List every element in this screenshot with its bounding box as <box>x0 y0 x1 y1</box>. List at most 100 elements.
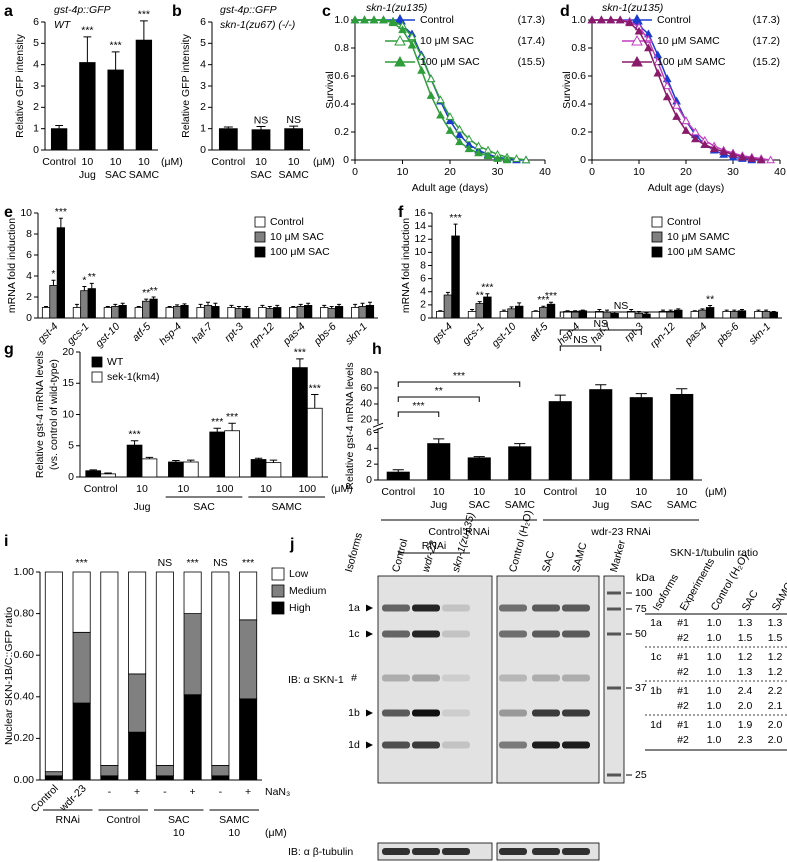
bar-segment <box>100 765 119 777</box>
legend-swatch <box>254 216 266 228</box>
error-bar <box>213 302 218 307</box>
x-tick-label: gst-10 <box>490 320 519 349</box>
isoform-label: 1b <box>348 707 360 719</box>
bar <box>126 444 143 478</box>
bar <box>539 307 548 319</box>
y-tick-label: 4 <box>420 286 426 298</box>
y-tick-label: 0 <box>33 144 39 156</box>
legend-marker <box>394 55 406 67</box>
error-bar <box>145 456 154 459</box>
y-tick-label: 0.60 <box>14 649 35 661</box>
y-tick-label: 16 <box>414 207 426 219</box>
comparison-label: *** <box>453 370 465 382</box>
y-tick-label: 0.4 <box>571 98 586 110</box>
x-tick-label: 20 <box>680 166 692 178</box>
x-tick-label: 40 <box>539 166 551 178</box>
marker <box>417 65 426 74</box>
x-tick-label: 10 <box>138 156 150 168</box>
table-cell: 1.3 <box>738 666 753 678</box>
error-bar <box>676 308 681 311</box>
bar <box>134 307 143 319</box>
error-bar <box>111 51 120 70</box>
marker <box>445 112 455 120</box>
error-bar <box>445 291 450 296</box>
x-tick-label: gst-4 <box>36 320 61 345</box>
legend-label: WT <box>107 356 124 368</box>
bar <box>475 303 484 319</box>
table-cell: #2 <box>677 734 689 746</box>
significance: *** <box>75 557 87 569</box>
panel-label: g <box>4 341 14 358</box>
marker-label: 50 <box>635 628 647 640</box>
ib-label: IB: α SKN-1 <box>288 674 344 686</box>
x-tick-label: 0 <box>352 166 358 178</box>
table-cell: 1.0 <box>707 734 722 746</box>
x-tick-label: 10 <box>136 483 148 495</box>
x-sublabel: Jug <box>79 169 96 181</box>
marker <box>388 18 398 27</box>
x-tick-label: hsp-4 <box>157 320 184 347</box>
error-bar <box>289 125 299 129</box>
marker <box>426 91 436 99</box>
error-bar <box>509 306 514 309</box>
blot-band <box>442 741 470 749</box>
comparison-label: ** <box>435 385 443 397</box>
group-label: SAMC <box>271 501 302 513</box>
panel-title: WT <box>54 19 72 31</box>
table-cell: #1 <box>677 685 689 697</box>
marker <box>634 26 644 35</box>
legend-label: High <box>289 602 311 614</box>
x-tick-label: haf-7 <box>190 320 216 346</box>
blot-band <box>562 674 590 682</box>
legend-swatch <box>271 567 285 581</box>
legend-label: Control <box>657 14 691 26</box>
isoform-label: 1a <box>348 602 360 614</box>
table-cell: #2 <box>677 666 689 678</box>
y-tick-label: 0 <box>26 312 32 324</box>
marker <box>521 155 531 164</box>
bar <box>730 311 739 319</box>
error-bar <box>229 304 234 308</box>
error-bar <box>629 308 634 312</box>
blot-band <box>499 674 527 682</box>
error-bar <box>228 422 236 431</box>
blot-band <box>532 630 560 638</box>
error-bar <box>554 394 566 402</box>
table-header: SAC <box>740 588 761 613</box>
x-tick-label: atf-5 <box>527 320 550 343</box>
blot-band <box>532 674 560 682</box>
panel-title: skn-1(zu67) (-/-) <box>220 19 295 31</box>
significance: *** <box>449 212 461 224</box>
error-bar <box>113 303 118 307</box>
y-tick-label: 0.6 <box>571 70 586 82</box>
error-bar <box>337 303 342 307</box>
error-bar <box>260 304 265 308</box>
bar-segment <box>155 765 174 777</box>
lane-label: Control <box>390 538 410 574</box>
x-tick-label: 10 <box>473 486 485 498</box>
marker <box>445 116 455 125</box>
bar <box>443 294 453 319</box>
x-sublabel: SAMC <box>505 499 536 511</box>
y-tick-label: 5 <box>33 37 39 49</box>
significance: *** <box>242 557 254 569</box>
bar <box>670 393 694 481</box>
marker-band <box>607 591 621 595</box>
y-tick-label: 0.2 <box>334 126 349 138</box>
significance: *** <box>545 290 557 302</box>
legend-swatch <box>254 231 266 243</box>
x-sublabel: SAC <box>468 499 490 511</box>
significance: ** <box>476 289 484 301</box>
table-cell: 1.2 <box>768 651 783 663</box>
marker-label: 37 <box>635 682 647 694</box>
error-bar <box>473 456 485 458</box>
error-bar <box>151 296 156 300</box>
marker <box>691 134 700 143</box>
error-bar <box>392 469 404 473</box>
marker <box>587 15 597 24</box>
bar <box>365 304 375 319</box>
bar-segment <box>44 775 63 781</box>
error-bar <box>597 308 602 312</box>
bar <box>168 461 184 478</box>
comparison-label: NS <box>614 300 629 312</box>
